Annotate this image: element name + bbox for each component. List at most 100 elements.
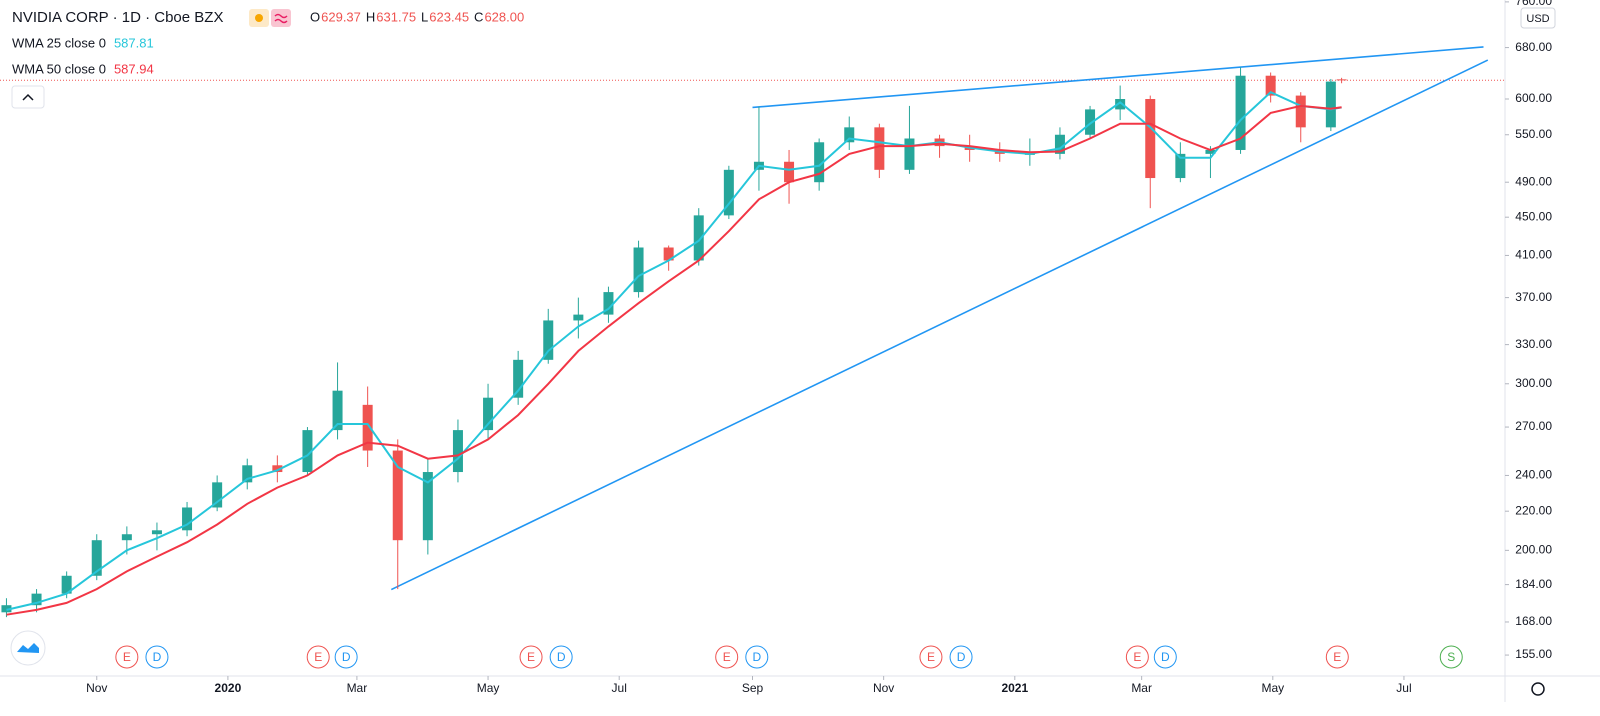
candle-body — [1175, 153, 1186, 179]
candle-body — [1, 605, 12, 613]
ohlc-label: O — [310, 9, 320, 24]
x-tick-label: Sep — [742, 681, 764, 695]
candle-body — [1085, 109, 1096, 135]
event-badge[interactable] — [145, 645, 169, 669]
event-label: D — [153, 650, 162, 664]
event-label: E — [1333, 650, 1341, 664]
x-tick-label: 2020 — [215, 681, 242, 695]
candle-body — [392, 450, 403, 541]
currency: USD — [1526, 13, 1549, 25]
event-badge[interactable] — [519, 645, 543, 669]
candle-body — [543, 320, 554, 360]
y-tick-label: 200.00 — [1515, 543, 1552, 557]
event-badge[interactable] — [549, 645, 573, 669]
event-badge[interactable] — [745, 645, 769, 669]
y-tick-label: 410.00 — [1515, 248, 1552, 262]
candle-body — [844, 127, 855, 143]
event-label: D — [557, 650, 566, 664]
y-tick-label: 168.00 — [1515, 614, 1552, 628]
candle-body — [1054, 134, 1065, 154]
event-badge[interactable] — [949, 645, 973, 669]
event-label: S — [1447, 650, 1455, 664]
y-tick-label: 330.00 — [1515, 337, 1552, 351]
event-badge[interactable] — [1439, 645, 1463, 669]
y-tick-label: 450.00 — [1515, 209, 1552, 223]
y-tick-label: 490.00 — [1515, 174, 1552, 188]
y-tick-label: 270.00 — [1515, 419, 1552, 433]
collapse-button[interactable] — [11, 85, 45, 109]
candle-body — [633, 247, 644, 293]
ohlc-label: L — [421, 9, 428, 24]
event-label: E — [723, 650, 731, 664]
candle-body — [1235, 75, 1246, 150]
legend-name: WMA 50 close 0 — [12, 61, 106, 76]
y-tick-label: 300.00 — [1515, 376, 1552, 390]
x-tick-label: Nov — [86, 681, 107, 695]
ohlc-value: 623.45 — [429, 9, 469, 24]
wma-line — [6, 104, 1342, 616]
y-tick-label: 370.00 — [1515, 290, 1552, 304]
data-icon[interactable] — [271, 9, 291, 27]
candle-body — [61, 575, 72, 594]
ohlc-value: 629.37 — [321, 9, 361, 24]
plot — [0, 46, 1505, 618]
event-badge[interactable] — [715, 645, 739, 669]
event-label: D — [342, 650, 351, 664]
logo-button[interactable] — [10, 630, 46, 666]
x-tick-label: May — [477, 681, 500, 695]
currency-box[interactable] — [1520, 7, 1556, 29]
event-badge[interactable] — [334, 645, 358, 669]
event-label: E — [314, 650, 322, 664]
data-icon-glyph — [274, 13, 288, 24]
event-badge[interactable] — [1153, 645, 1177, 669]
candle-body — [904, 138, 915, 170]
candle-body — [603, 292, 614, 315]
event-badge[interactable] — [1125, 645, 1149, 669]
event-label: D — [957, 650, 966, 664]
collapse-arrow — [22, 93, 34, 101]
candle-body — [874, 127, 885, 170]
candle-body — [1325, 81, 1336, 128]
candle-body — [483, 397, 494, 431]
event-badge[interactable] — [1325, 645, 1349, 669]
candle-body — [302, 430, 313, 473]
event-badge[interactable] — [919, 645, 943, 669]
event-label: E — [927, 650, 935, 664]
candle-body — [121, 534, 132, 541]
y-tick-label: 600.00 — [1515, 91, 1552, 105]
event-badge[interactable] — [306, 645, 330, 669]
event-label: D — [1161, 650, 1170, 664]
ohlc-legend: O 629.37 H 631.75 L 623.45 C 628.00 — [310, 9, 524, 24]
event-badge[interactable] — [115, 645, 139, 669]
candle-body — [182, 507, 193, 531]
event-label: E — [1133, 650, 1141, 664]
y-tick-label: 240.00 — [1515, 468, 1552, 482]
ohlc-label: H — [366, 9, 375, 24]
session-sun — [255, 14, 263, 22]
candle-body — [723, 169, 734, 216]
ohlc-value: 628.00 — [484, 9, 524, 24]
candle-body — [663, 247, 674, 261]
event-label: E — [527, 650, 535, 664]
candle-body — [452, 430, 463, 473]
candle-body — [573, 314, 584, 321]
candle-body — [1115, 99, 1126, 110]
x-tick-label: 2021 — [1001, 681, 1028, 695]
legend-name: WMA 25 close 0 — [12, 35, 106, 50]
x-tick-label: Mar — [347, 681, 368, 695]
y-tick-label: 184.00 — [1515, 577, 1552, 591]
candle-body — [1145, 99, 1156, 179]
y-tick-label: 680.00 — [1515, 40, 1552, 54]
x-tick-label: Mar — [1131, 681, 1152, 695]
candle-body — [513, 359, 524, 398]
candle-body — [1295, 95, 1306, 128]
candle-body — [91, 540, 102, 576]
candle-body — [1265, 75, 1276, 96]
y-tick-label: 220.00 — [1515, 503, 1552, 517]
legend: WMA 25 close 0 587.81 WMA 50 close 0 587.94 — [12, 35, 154, 76]
settings-gear[interactable] — [1531, 682, 1545, 696]
y-tick-label: 155.00 — [1515, 647, 1552, 661]
trendline — [752, 46, 1484, 109]
legend-value: 587.81 — [114, 35, 154, 50]
